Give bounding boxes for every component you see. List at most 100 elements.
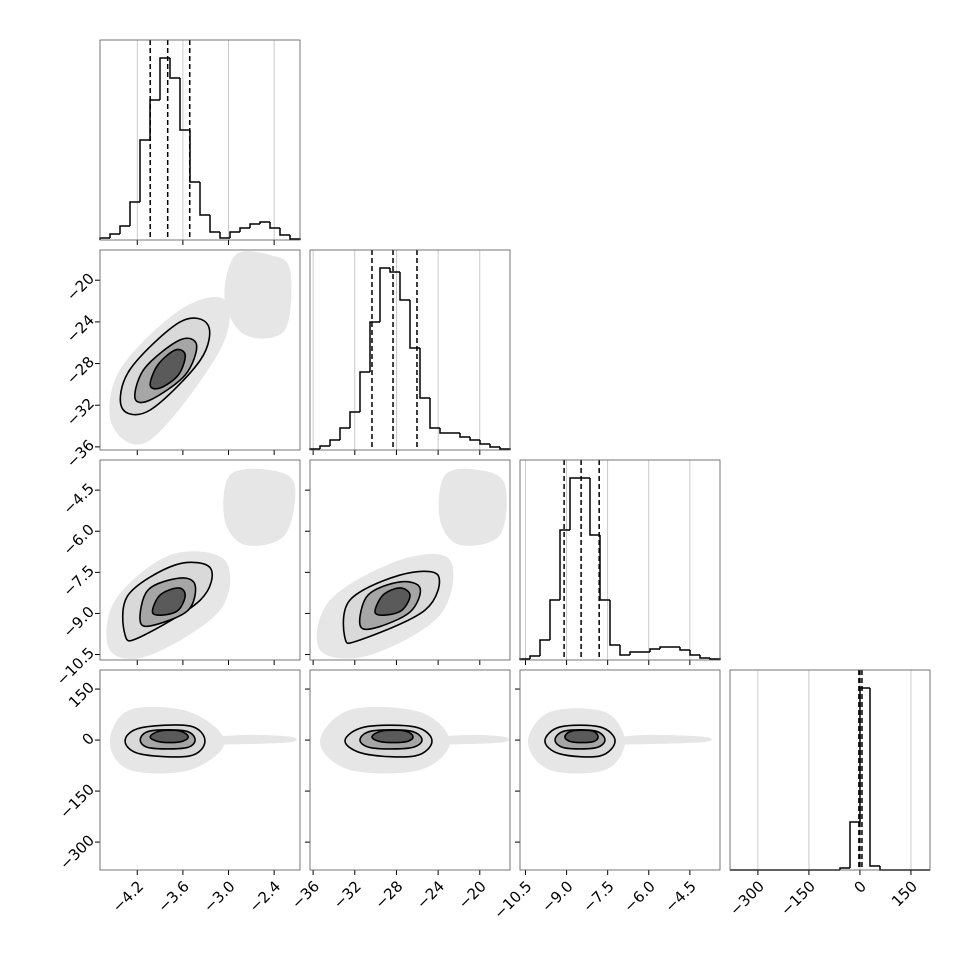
x-tick-label: −9.0 bbox=[538, 877, 576, 915]
histogram-bin bbox=[499, 447, 511, 450]
histogram-bin bbox=[379, 267, 390, 322]
histogram-bin bbox=[149, 99, 160, 140]
panel-frame bbox=[99, 459, 301, 661]
y-tick-label: 0 bbox=[79, 729, 98, 748]
histogram-bin bbox=[409, 300, 420, 349]
histogram-bin bbox=[119, 225, 130, 234]
histogram-bin bbox=[839, 867, 850, 870]
histogram-bin bbox=[259, 221, 270, 224]
histogram-bin bbox=[699, 655, 710, 659]
histogram-bin bbox=[629, 651, 640, 655]
histogram-bin bbox=[489, 444, 500, 448]
y-tick-label: −28 bbox=[63, 353, 98, 388]
y-tick-label: −6.0 bbox=[60, 521, 98, 559]
histogram-bin bbox=[849, 821, 860, 868]
histogram-bin bbox=[439, 428, 450, 434]
sample-cloud bbox=[424, 734, 510, 745]
y-tick-label: −32 bbox=[63, 394, 98, 429]
histogram-bin bbox=[139, 139, 150, 202]
histogram-bin bbox=[289, 235, 301, 240]
histogram-bin bbox=[879, 866, 890, 871]
sample-cloud bbox=[438, 468, 507, 546]
histogram-bin bbox=[349, 411, 360, 428]
histogram-bin bbox=[619, 645, 630, 656]
histogram-bin bbox=[399, 272, 410, 301]
density-contour bbox=[564, 729, 599, 744]
panel-frame bbox=[309, 669, 511, 871]
histogram-bin bbox=[189, 130, 200, 183]
x-tick-label: −20 bbox=[455, 877, 490, 912]
panel-frame bbox=[309, 249, 511, 451]
histogram-bin bbox=[219, 232, 230, 239]
y-tick-label: −10.5 bbox=[53, 644, 98, 689]
histogram-bin bbox=[389, 268, 400, 273]
y-tick-label: −7.5 bbox=[60, 562, 98, 600]
histogram-bin bbox=[689, 650, 700, 656]
x-tick-label: −28 bbox=[371, 877, 406, 912]
histogram-bin bbox=[659, 646, 670, 649]
histogram-bin bbox=[179, 78, 190, 131]
density-contour bbox=[151, 587, 186, 617]
density-contour bbox=[374, 587, 411, 617]
histogram-bin bbox=[269, 222, 280, 229]
histogram-bin bbox=[429, 398, 440, 429]
x-tick-label: −10.5 bbox=[490, 877, 535, 922]
density-contour bbox=[149, 729, 190, 744]
panel-frame bbox=[99, 249, 301, 451]
sample-cloud bbox=[199, 734, 297, 745]
y-tick-label: −4.5 bbox=[60, 479, 98, 517]
x-tick-label: −24 bbox=[413, 877, 448, 912]
x-tick-label: −150 bbox=[777, 877, 819, 919]
y-tick-label: −300 bbox=[56, 831, 98, 873]
y-tick-label: −36 bbox=[63, 436, 98, 471]
histogram-bin bbox=[549, 599, 560, 640]
histogram-bin bbox=[209, 215, 220, 233]
x-tick-label: −3.6 bbox=[154, 877, 192, 915]
x-tick-label: 0 bbox=[850, 877, 869, 896]
histogram-bin bbox=[229, 231, 240, 238]
panel-frame bbox=[519, 669, 721, 871]
histogram-bin bbox=[539, 639, 550, 656]
histogram-bin bbox=[529, 655, 540, 659]
histogram-bin bbox=[199, 182, 210, 216]
x-tick-label: −4.5 bbox=[661, 877, 699, 915]
histogram-bin bbox=[249, 223, 260, 228]
panel-frame bbox=[729, 669, 931, 871]
y-tick-label: −150 bbox=[56, 780, 98, 822]
histogram-bin bbox=[169, 58, 180, 79]
histogram-bin bbox=[159, 57, 170, 100]
x-tick-label: −300 bbox=[726, 877, 768, 919]
panel-frame bbox=[99, 39, 301, 241]
histogram-bin bbox=[239, 227, 250, 232]
histogram-bin bbox=[679, 647, 690, 651]
x-tick-label: 150 bbox=[888, 877, 921, 910]
x-tick-label: −7.5 bbox=[579, 877, 617, 915]
histogram-bin bbox=[109, 233, 120, 238]
histogram-bin bbox=[329, 439, 340, 446]
y-tick-label: −9.0 bbox=[60, 603, 98, 641]
sample-cloud bbox=[224, 251, 292, 339]
x-tick-label: −3.0 bbox=[200, 877, 238, 915]
histogram-bin bbox=[649, 648, 660, 652]
histogram-bin bbox=[599, 535, 610, 601]
x-tick-label: −36 bbox=[288, 877, 323, 912]
histogram-bin bbox=[559, 529, 570, 600]
y-tick-label: −20 bbox=[63, 269, 98, 304]
density-contour bbox=[149, 348, 186, 390]
sample-cloud bbox=[610, 734, 712, 745]
histogram-bin bbox=[359, 371, 370, 412]
x-tick-label: −4.2 bbox=[109, 877, 147, 915]
histogram-bin bbox=[869, 688, 880, 867]
panel-frame bbox=[99, 669, 301, 871]
histogram-bin bbox=[469, 437, 480, 441]
histogram-bin bbox=[129, 201, 140, 226]
panel-frame bbox=[309, 459, 511, 661]
histogram-bin bbox=[479, 440, 490, 445]
histogram-bin bbox=[319, 445, 330, 449]
y-tick-label: −24 bbox=[63, 311, 98, 346]
x-tick-label: −32 bbox=[330, 877, 365, 912]
histogram-bin bbox=[609, 600, 620, 646]
